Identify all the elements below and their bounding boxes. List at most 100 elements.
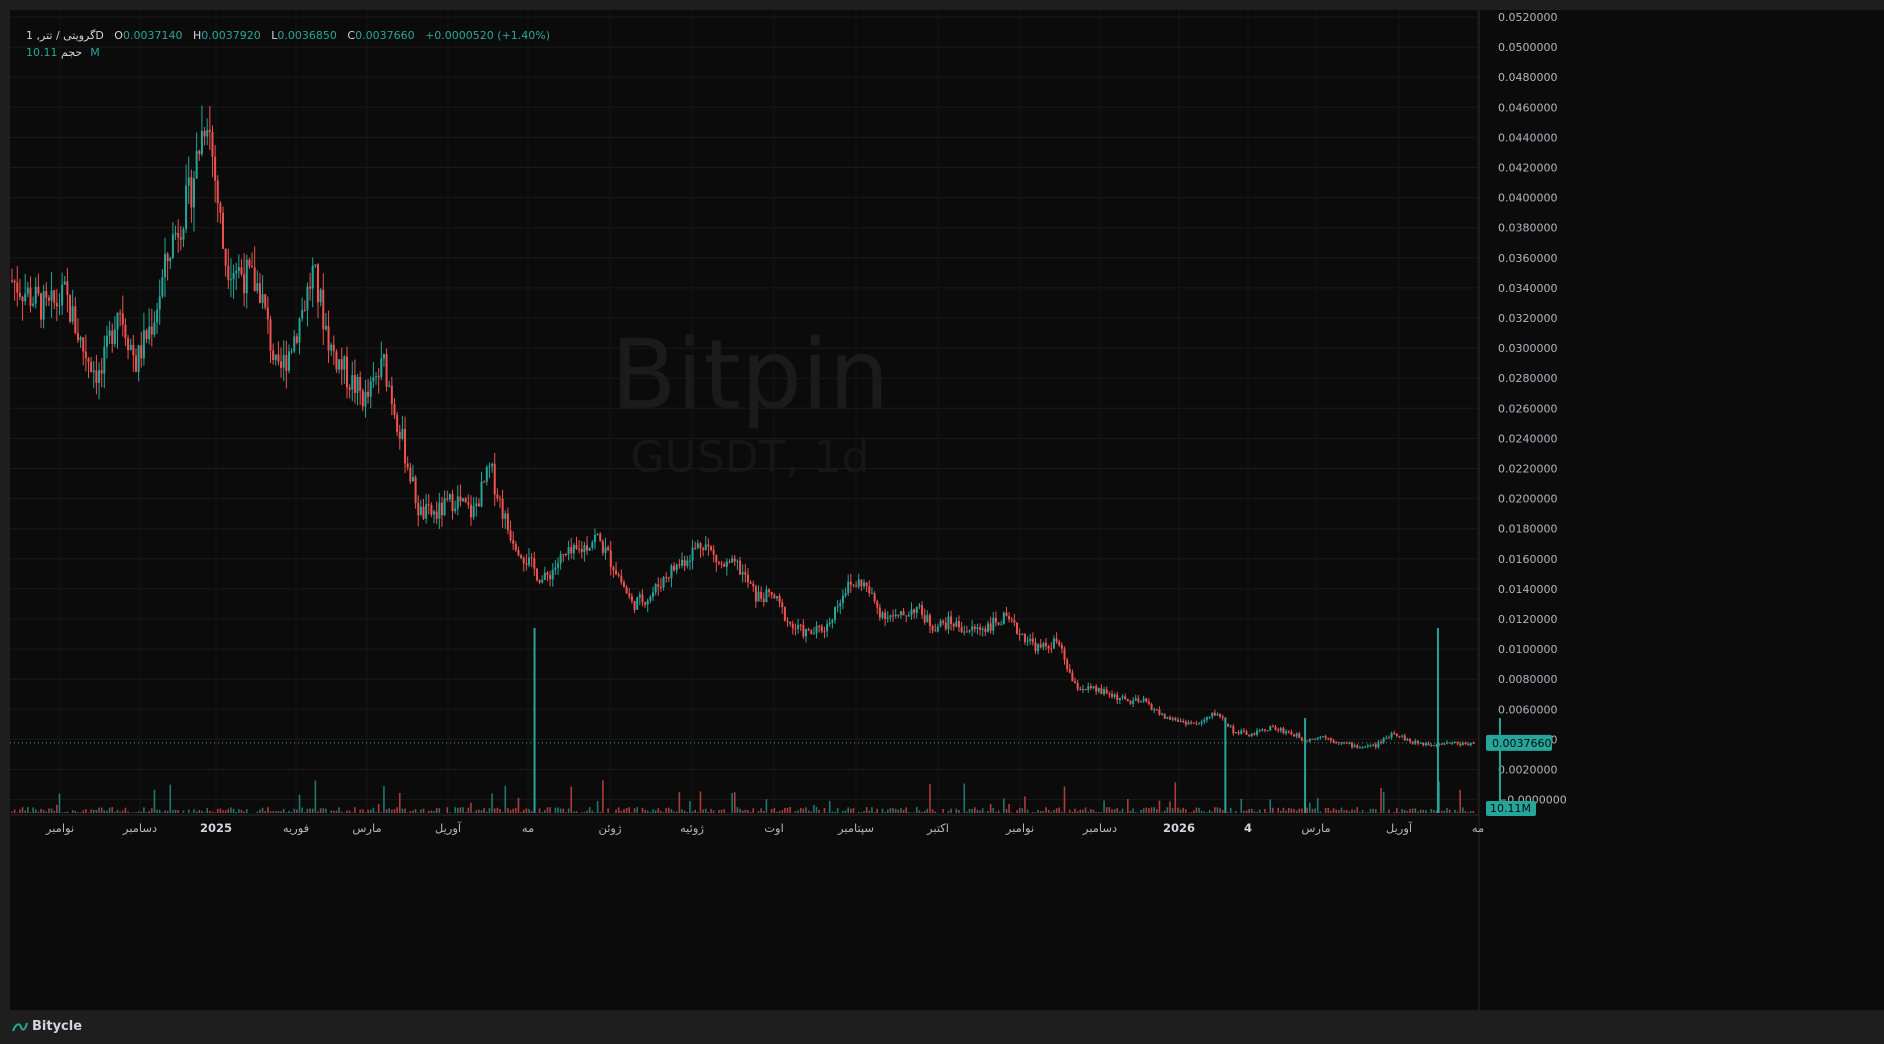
volume-bar [699,791,702,813]
candle-body [153,322,156,335]
candle-body [1453,741,1456,743]
volume-bar [222,810,224,813]
candle-body [1142,698,1145,702]
candle-body [129,344,132,351]
volume-bar [1087,811,1090,813]
volume-bar [1005,809,1008,813]
candle-body [1440,743,1443,745]
volume-bar [668,807,670,813]
candle-body [338,359,341,370]
candle-body [47,297,50,301]
candle-body [1461,742,1464,746]
volume-bar [166,810,169,813]
candle-body [148,326,151,340]
candle-body [274,354,277,361]
volume-bar [1142,808,1145,813]
volume-bar [216,808,219,813]
candle-body [121,313,124,326]
x-tick-label: آوریل [1386,821,1413,836]
y-tick-label: 0.0500000 [1498,41,1558,54]
volume-bar [367,809,369,813]
volume-bar [512,808,514,813]
volume-bar [607,808,609,813]
volume-bar [348,810,351,813]
volume-bar [1158,800,1161,813]
candle-body [193,178,196,208]
volume-label[interactable]: حجم [61,46,83,59]
candle-body [272,350,275,361]
candle-body [744,572,747,575]
candle-body [1184,721,1187,725]
candle-body [169,257,172,262]
volume-bar [177,810,179,813]
candle-body [1269,726,1272,731]
volume-bar [770,808,773,813]
y-tick-label: 0.0400000 [1498,192,1558,205]
volume-bar [805,807,807,813]
candle-body [1150,703,1153,710]
volume-bar [211,811,214,813]
candle-body [979,627,982,630]
volume-bar [1200,810,1203,813]
volume-bar [435,808,438,813]
volume-bar [1150,807,1153,813]
candle-body [477,503,480,507]
candle-body [1134,698,1137,701]
volume-bar [388,808,391,813]
volume-bar [1045,807,1047,813]
candle-body [1129,701,1132,704]
volume-bar [346,810,348,813]
brand-logo[interactable]: Bitycle [12,1019,82,1034]
candle-body [58,305,61,307]
volume-bar [66,811,69,813]
candle-body [1374,744,1377,748]
volume-bar [559,808,562,813]
candle-body [92,370,95,373]
y-tick-label: 0.0200000 [1498,493,1558,506]
volume-bar [1248,809,1250,813]
candle-body [897,614,900,616]
candle-body [256,283,259,292]
candle-body [873,593,876,602]
volume-bar [496,807,499,813]
candle-body [319,289,322,303]
brand-name: Bitycle [32,1019,83,1034]
candle-body [1203,719,1206,722]
volume-bar [1280,810,1282,813]
volume-bar [420,809,422,813]
close-key: C [347,29,356,42]
volume-bar [1401,808,1403,813]
candle-body [316,264,319,303]
candle-body [826,624,829,632]
candle-body [749,582,752,584]
volume-bar [596,801,599,813]
volume-bar [1343,810,1345,813]
candle-body [926,615,929,623]
volume-bar [1422,809,1425,813]
candle-body [1013,620,1016,623]
candle-body [662,576,665,588]
candle-body [1153,709,1156,711]
volume-bar [227,808,230,813]
candle-body [1216,714,1219,716]
volume-bar [818,809,820,813]
volume-bar [528,809,530,813]
chart-frame[interactable]: Bitpin GUSDT, 1d 0.0520000 0.0500000 0.04800… [10,10,1884,1010]
candle-body [760,591,763,599]
candle-body [712,550,715,555]
volume-bar [1369,808,1372,813]
x-tick-label: ژوئن [598,821,622,836]
volume-bar [491,793,493,813]
volume-bar [369,809,372,813]
volume-bar [694,809,696,813]
volume-bar [797,810,799,813]
symbol-label[interactable]: گرویتی / تتر, 1D [26,29,104,42]
candle-body [332,344,335,352]
candle-body [377,376,380,378]
candle-body [649,596,652,601]
candle-body [1137,698,1140,702]
candle-body [870,593,873,595]
volume-bar [198,810,201,813]
volume-bar [100,807,103,813]
